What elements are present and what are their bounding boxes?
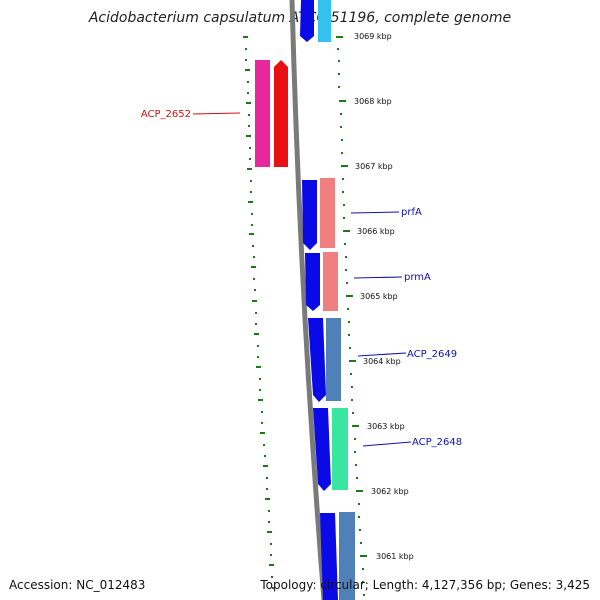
accession-text: Accession: NC_012483 xyxy=(9,578,146,592)
cds-prfa xyxy=(302,180,317,250)
gene-acp-2648 xyxy=(332,408,348,490)
scale-label: 3063 kbp xyxy=(367,422,405,431)
scale-label: 3068 kbp xyxy=(354,97,392,106)
gene-label-prfa: prfA xyxy=(401,207,422,218)
scale-label: 3069 kbp xyxy=(354,32,392,41)
genome-summary-text: Topology: circular; Length: 4,127,356 bp… xyxy=(260,578,590,592)
leader-acp-2652 xyxy=(192,112,241,115)
leader-prma xyxy=(353,276,403,279)
cds-forward-top xyxy=(300,0,314,42)
cds-prma xyxy=(305,253,320,311)
genome-backbone xyxy=(289,0,327,600)
leader-acp-2649 xyxy=(357,352,407,357)
gene-top-cyan xyxy=(318,0,331,42)
cds-forward-bottom xyxy=(320,513,338,600)
cds-acp-2649 xyxy=(308,318,326,402)
gene-label-acp-2652: ACP_2652 xyxy=(141,109,191,120)
left-tick-dots xyxy=(245,48,274,589)
gene-label-prma: prmA xyxy=(404,272,431,283)
gene-prfa xyxy=(320,178,335,248)
gene-prma xyxy=(323,252,338,311)
leader-prfa xyxy=(350,211,400,214)
gene-acp-2649 xyxy=(326,318,341,401)
gene-label-acp-2649: ACP_2649 xyxy=(407,349,457,360)
gene-label-acp-2648: ACP_2648 xyxy=(412,437,462,448)
scale-label: 3062 kbp xyxy=(371,487,409,496)
gene-acp-2652 xyxy=(255,60,270,167)
scale-label: 3066 kbp xyxy=(357,227,395,236)
right-tick-ruler xyxy=(336,36,367,557)
leader-acp-2648 xyxy=(362,441,412,447)
scale-label: 3065 kbp xyxy=(360,292,398,301)
scale-label: 3061 kbp xyxy=(376,552,414,561)
scale-label: 3064 kbp xyxy=(363,357,401,366)
right-tick-dots xyxy=(337,48,365,596)
cds-acp-2648 xyxy=(313,408,331,491)
left-tick-ruler xyxy=(243,36,274,566)
map-title: Acidobacterium capsulatum ATCC 51196, co… xyxy=(88,10,512,26)
scale-labels: 3069 kbp 3068 kbp 3067 kbp 3066 kbp 3065… xyxy=(354,32,414,561)
scale-label: 3067 kbp xyxy=(355,162,393,171)
cds-acp-2652 xyxy=(274,60,288,167)
gene-bottom-steelblue xyxy=(339,512,355,600)
